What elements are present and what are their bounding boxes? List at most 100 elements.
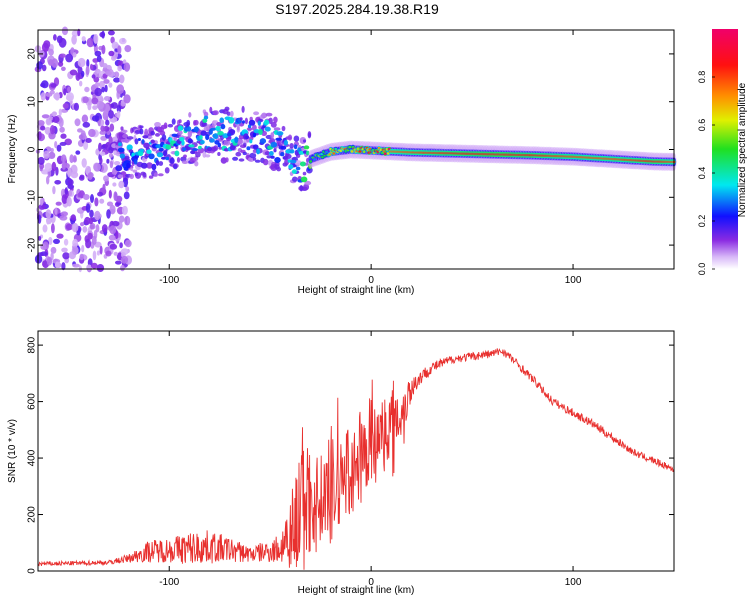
spectrogram-cell [177,130,183,135]
spectrogram-cell [116,84,125,95]
spectrogram-cell [108,82,113,88]
spectrogram-cell [155,133,160,137]
spectrogram-cell [123,94,131,104]
spectrogram-cell [245,135,250,140]
spectrogram-cell [133,158,138,165]
spectrogram-cell [270,132,275,139]
spectrogram-cell [99,157,103,165]
spectrogram-cell [165,144,172,150]
spectrogram-cell [77,192,83,198]
spectrogram-cell [199,134,203,140]
spectrogram-cell [116,201,122,206]
spectrogram-cell [36,61,43,70]
spectrogram-cell [217,152,221,156]
spectrogram-y-tick-label: -10 [27,190,38,205]
spectrogram-cell [88,217,94,225]
spectrogram-cell [71,246,79,256]
spectrogram-cell [59,126,65,133]
spectrogram-cell [99,151,106,156]
spectrogram-cell [206,147,213,152]
spectrogram-cell [291,169,297,174]
spectrogram-cell [80,222,85,227]
spectrogram-cell [252,157,257,161]
spectrogram-cell [66,196,72,207]
spectrogram-cell [192,148,199,152]
spectrogram-x-tick-label: -100 [159,275,179,286]
spectrogram-cell [117,147,125,153]
spectrogram-cell [59,53,66,58]
spectrogram-cell [61,26,69,36]
spectrogram-cell [119,74,125,84]
spectrogram-cell [41,80,49,89]
spectrogram-cell [307,132,312,139]
spectrogram-cell [88,128,96,138]
spectrogram-cell [86,59,90,68]
spectrogram-cell [59,215,68,221]
spectrogram-cell [42,224,48,233]
spectrogram-cell [156,152,164,158]
spectrogram-cell [151,163,157,171]
spectrogram-cell [257,120,261,126]
spectrogram-cell [108,110,114,119]
snr-y-tick-label: 400 [27,449,38,466]
spectrogram-cell [83,141,89,150]
spectrogram-x-ticks: -100 0 100 [159,30,582,286]
spectrogram-cell [209,106,213,114]
spectrogram-cell [120,255,129,264]
spectrogram-cell [72,238,78,248]
spectrogram-cell [171,133,178,137]
spectrogram-cell [220,157,227,164]
spectrogram-cell [45,209,52,219]
spectrogram-cell [89,63,94,71]
spectrogram-cell [67,167,72,178]
spectrogram-cell [85,65,90,76]
spectrogram-cell [174,150,180,157]
spectrogram-cell [106,201,114,207]
spectrogram-cell [158,147,164,152]
spectrogram-cell [300,176,308,183]
spectrogram-cell [242,151,247,156]
spectrogram-cell [40,92,46,101]
snr-x-label: Height of straight line (km) [298,585,415,596]
spectrogram-cell [90,262,98,269]
spectrogram-cell [81,36,86,42]
spectrogram-cell [108,50,115,57]
spectrogram-cell [239,117,243,121]
spectrogram-cell [203,111,209,117]
spectrogram-cell [119,153,126,159]
spectrogram-cell [61,262,66,271]
spectrogram-cell [79,174,85,179]
spectrogram-cell [273,127,281,131]
spectrogram-cell [96,250,100,256]
spectrogram-cell [72,155,77,162]
spectrogram-cell [55,261,60,268]
spectrogram-cell [93,162,101,172]
spectrogram-cell [313,158,317,161]
spectrogram-cell [188,112,192,118]
spectrogram-cell [103,175,109,182]
spectrogram-cell [113,191,118,202]
spectrogram-cell [94,87,102,97]
spectrogram-cell [161,134,167,141]
snr-x-tick-label: 0 [368,577,374,588]
spectrogram-cell [246,146,251,151]
spectrogram-cell [209,138,215,143]
spectrogram-cell [37,214,42,224]
spectrogram-cell [85,203,91,213]
spectrogram-cell [204,154,211,158]
snr-y-tick-label: 600 [27,393,38,410]
spectrogram-cell [84,216,91,225]
spectrogram-cell [142,172,147,178]
spectrogram-cell [93,33,99,44]
spectrogram-cell [117,174,124,179]
spectrogram-cell [103,79,110,84]
spectrogram-cell [218,146,223,150]
spectrogram-cell [123,62,131,72]
spectrogram-cell [48,151,56,159]
spectrogram-cell [139,128,144,135]
spectrogram-cell [358,150,362,153]
spectrogram-cell [117,45,122,55]
spectrogram-cell [137,138,141,141]
